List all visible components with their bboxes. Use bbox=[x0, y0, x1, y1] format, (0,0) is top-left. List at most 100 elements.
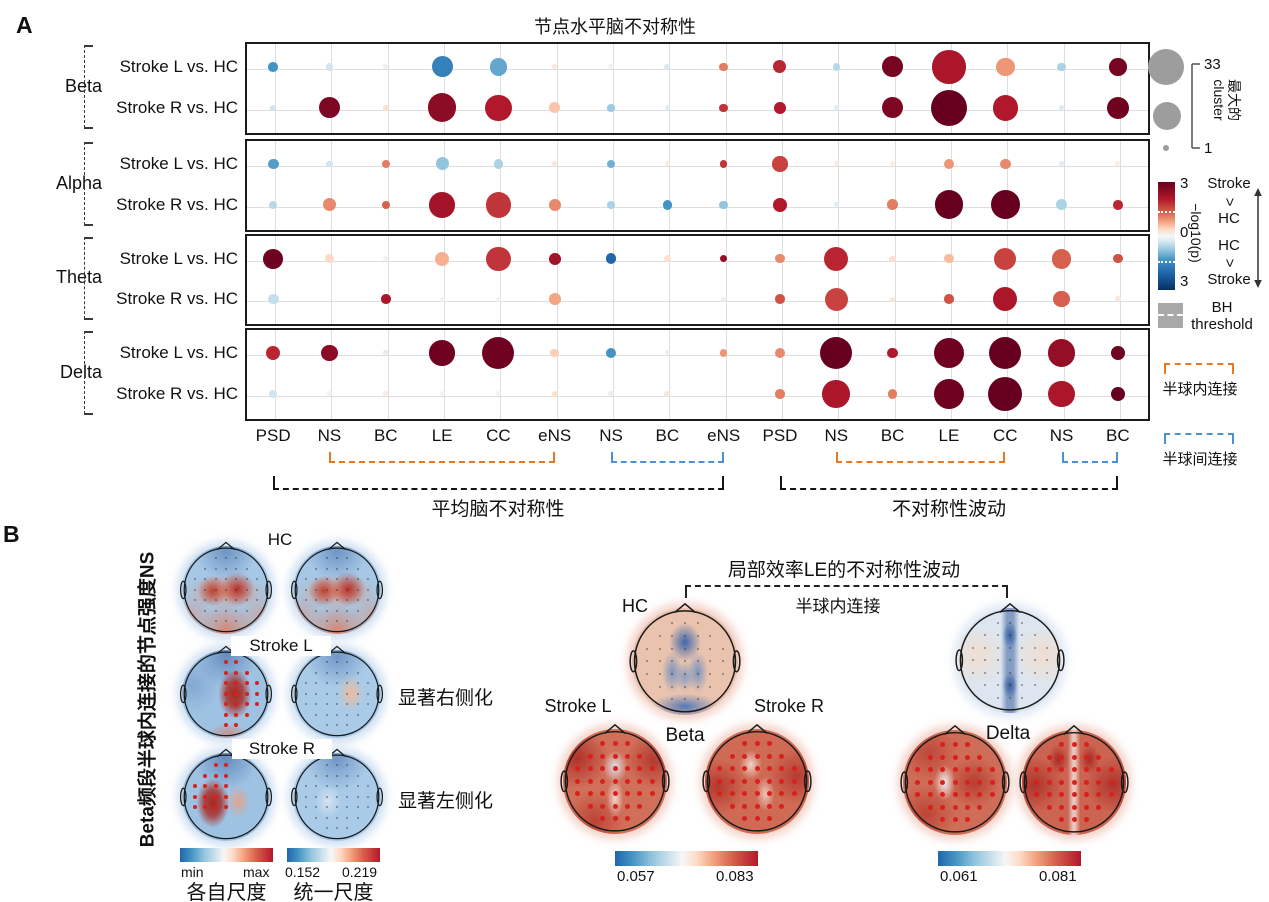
electrode-dot bbox=[315, 588, 318, 591]
matrix-dot bbox=[824, 287, 848, 311]
sig-electrode-dot bbox=[244, 691, 249, 696]
electrode-dot bbox=[356, 703, 359, 706]
electrode-dot bbox=[709, 660, 712, 663]
matrix-dot bbox=[1113, 200, 1123, 210]
electrode-dot bbox=[325, 609, 328, 612]
matrix-dot bbox=[664, 161, 670, 167]
gridline bbox=[838, 330, 840, 419]
electrode-dot bbox=[336, 578, 338, 581]
electrode-dot bbox=[204, 609, 207, 612]
sig-electrode-dot bbox=[1046, 767, 1052, 773]
sig-electrode-dot bbox=[244, 681, 249, 686]
electrode-dot bbox=[204, 599, 207, 602]
band-bracket-icon bbox=[84, 224, 93, 226]
colorbar-beta bbox=[615, 851, 758, 866]
electrode-dot bbox=[1021, 671, 1024, 674]
electrode-dot bbox=[356, 682, 359, 685]
electrode-dot bbox=[996, 646, 999, 649]
electrode-dot bbox=[346, 588, 349, 591]
electrode-dot bbox=[315, 567, 318, 570]
intra-connection-bracket-icon bbox=[329, 452, 555, 463]
electrode-dot bbox=[346, 816, 349, 819]
matrix-dot bbox=[774, 347, 786, 359]
row-label: Stroke L vs. HC bbox=[119, 56, 238, 76]
electrode-dot bbox=[304, 578, 307, 581]
electrode-dot bbox=[356, 588, 359, 591]
matrix-dot bbox=[548, 252, 561, 265]
sig-electrode-dot bbox=[192, 805, 197, 810]
title-bracket-icon bbox=[685, 585, 1008, 598]
electrode-dot bbox=[671, 622, 674, 625]
colorbar-axis-label: −log10(p) bbox=[1188, 203, 1204, 263]
sig-electrode-dot bbox=[234, 660, 239, 665]
matrix-dot bbox=[324, 253, 335, 264]
sig-electrode-dot bbox=[742, 741, 748, 747]
gridline bbox=[1063, 330, 1065, 419]
gridline bbox=[331, 330, 333, 419]
left-group-hc-label: HC bbox=[267, 530, 293, 549]
sig-electrode-dot bbox=[729, 791, 735, 797]
sig-electrode-dot bbox=[224, 681, 228, 686]
topo-hc-le-beta bbox=[627, 601, 743, 717]
gridline bbox=[247, 354, 1148, 356]
gridline bbox=[247, 260, 1148, 262]
x-axis-label: CC bbox=[486, 426, 511, 445]
electrode-dot bbox=[235, 578, 238, 581]
matrix-dot bbox=[263, 248, 284, 269]
electrode-dot bbox=[336, 599, 338, 602]
electrode-dot bbox=[367, 682, 370, 685]
row-label: Stroke L vs. HC bbox=[119, 342, 238, 362]
row-label: Stroke R vs. HC bbox=[116, 383, 238, 403]
matrix-dot bbox=[833, 202, 839, 208]
electrode-dot bbox=[336, 724, 338, 727]
electrode-dot bbox=[722, 647, 724, 650]
sig-electrode-dot bbox=[649, 778, 655, 784]
electrode-dot bbox=[996, 684, 999, 687]
sig-electrode-dot bbox=[575, 778, 581, 784]
sig-electrode-dot bbox=[1096, 792, 1102, 798]
sig-electrode-dot bbox=[600, 816, 606, 822]
sig-electrode-dot bbox=[624, 741, 630, 747]
sig-electrode-dot bbox=[989, 779, 995, 785]
gridline bbox=[275, 44, 277, 133]
topo-hc-le-delta bbox=[953, 601, 1067, 715]
gridline bbox=[1119, 44, 1121, 133]
sig-electrode-dot bbox=[1083, 792, 1089, 798]
gridline bbox=[1007, 44, 1009, 133]
electrode-dot bbox=[304, 599, 307, 602]
electrode-dot bbox=[235, 620, 238, 623]
electrode-dot bbox=[336, 785, 338, 788]
matrix-dot bbox=[485, 94, 512, 122]
electrode-dot bbox=[304, 703, 307, 706]
group-bracket-icon bbox=[273, 476, 724, 490]
gridline bbox=[387, 330, 389, 419]
colorbar-delta-min: 0.061 bbox=[940, 868, 978, 885]
size-legend-circle-max bbox=[1148, 49, 1184, 85]
sig-electrode-dot bbox=[964, 792, 970, 798]
electrode-dot bbox=[984, 646, 987, 649]
gridline bbox=[613, 44, 615, 133]
sig-electrode-dot bbox=[624, 816, 630, 822]
matrix-dot bbox=[380, 294, 391, 304]
matrix-dot bbox=[495, 296, 501, 302]
gridline bbox=[613, 330, 615, 419]
size-legend-circle-min bbox=[1163, 145, 1169, 151]
electrode-dot bbox=[684, 685, 686, 688]
caption-unified-scale: 统一尺度 bbox=[293, 882, 374, 902]
matrix-dot bbox=[439, 296, 445, 302]
electrode-dot bbox=[336, 816, 338, 819]
band-bracket-icon bbox=[84, 45, 93, 47]
matrix-dot bbox=[887, 347, 898, 359]
sig-electrode-dot bbox=[717, 766, 723, 772]
matrix-dot bbox=[719, 62, 728, 72]
gridline bbox=[247, 395, 1148, 397]
electrode-dot bbox=[1033, 659, 1036, 662]
electrode-dot bbox=[315, 578, 318, 581]
sig-electrode-dot bbox=[754, 778, 760, 784]
electrode-dot bbox=[684, 622, 686, 625]
electrode-dot bbox=[356, 774, 359, 777]
sig-electrode-dot bbox=[575, 766, 581, 772]
gridline bbox=[1063, 44, 1065, 133]
sig-electrode-dot bbox=[1096, 767, 1102, 773]
